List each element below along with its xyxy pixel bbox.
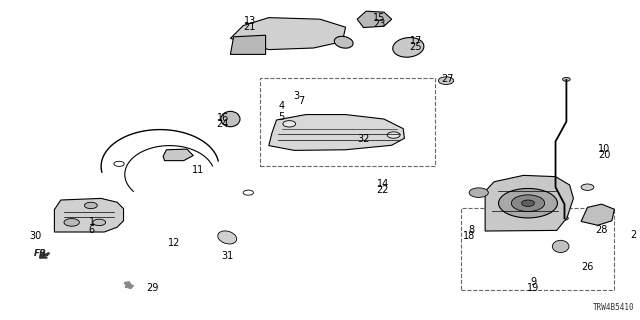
Polygon shape (54, 198, 124, 232)
Ellipse shape (393, 37, 424, 57)
Text: FR.: FR. (33, 249, 50, 258)
Text: 29: 29 (146, 283, 158, 293)
Text: 27: 27 (442, 74, 454, 84)
Text: 2: 2 (630, 230, 637, 240)
Text: 11: 11 (192, 164, 205, 175)
Text: 7: 7 (298, 96, 304, 106)
Text: 3: 3 (293, 91, 300, 101)
Text: 17: 17 (410, 36, 422, 46)
Text: 6: 6 (88, 225, 95, 236)
Circle shape (499, 188, 557, 218)
Text: 28: 28 (595, 225, 607, 235)
Text: 10: 10 (598, 144, 611, 154)
Text: 23: 23 (373, 19, 385, 29)
Circle shape (438, 77, 454, 84)
Circle shape (64, 219, 79, 226)
Polygon shape (230, 18, 346, 50)
Polygon shape (163, 149, 193, 161)
Text: 21: 21 (243, 22, 256, 32)
Circle shape (522, 200, 534, 206)
Polygon shape (485, 175, 573, 231)
Text: 14: 14 (376, 179, 389, 189)
Text: 5: 5 (278, 112, 285, 122)
Circle shape (561, 216, 568, 220)
Text: 26: 26 (581, 262, 593, 272)
Text: 30: 30 (29, 231, 42, 241)
Text: 16: 16 (217, 113, 229, 123)
Circle shape (469, 188, 488, 197)
Text: TRW4B5410: TRW4B5410 (593, 303, 635, 312)
Circle shape (84, 202, 97, 209)
FancyArrow shape (124, 282, 134, 289)
Polygon shape (357, 11, 392, 28)
Ellipse shape (221, 111, 240, 127)
Text: 24: 24 (217, 119, 229, 129)
Ellipse shape (334, 36, 353, 48)
Circle shape (581, 184, 594, 190)
Polygon shape (269, 115, 404, 150)
Ellipse shape (218, 231, 237, 244)
Text: 22: 22 (376, 185, 389, 196)
Text: 12: 12 (168, 237, 180, 248)
Text: 18: 18 (463, 231, 475, 241)
Text: 20: 20 (598, 150, 611, 160)
Polygon shape (230, 35, 266, 54)
Circle shape (511, 195, 545, 212)
Text: 31: 31 (221, 251, 234, 261)
Text: 4: 4 (278, 100, 285, 111)
Ellipse shape (552, 240, 569, 252)
Text: 9: 9 (530, 276, 536, 287)
Circle shape (387, 132, 400, 138)
Text: 15: 15 (373, 12, 385, 23)
Text: 32: 32 (357, 134, 369, 144)
Circle shape (563, 77, 570, 81)
Text: 13: 13 (243, 16, 256, 26)
Text: 25: 25 (410, 42, 422, 52)
Text: 8: 8 (468, 225, 475, 235)
Text: 19: 19 (527, 283, 540, 293)
Circle shape (283, 121, 296, 127)
Circle shape (93, 219, 106, 226)
Polygon shape (581, 204, 614, 225)
Text: 1: 1 (88, 217, 95, 228)
